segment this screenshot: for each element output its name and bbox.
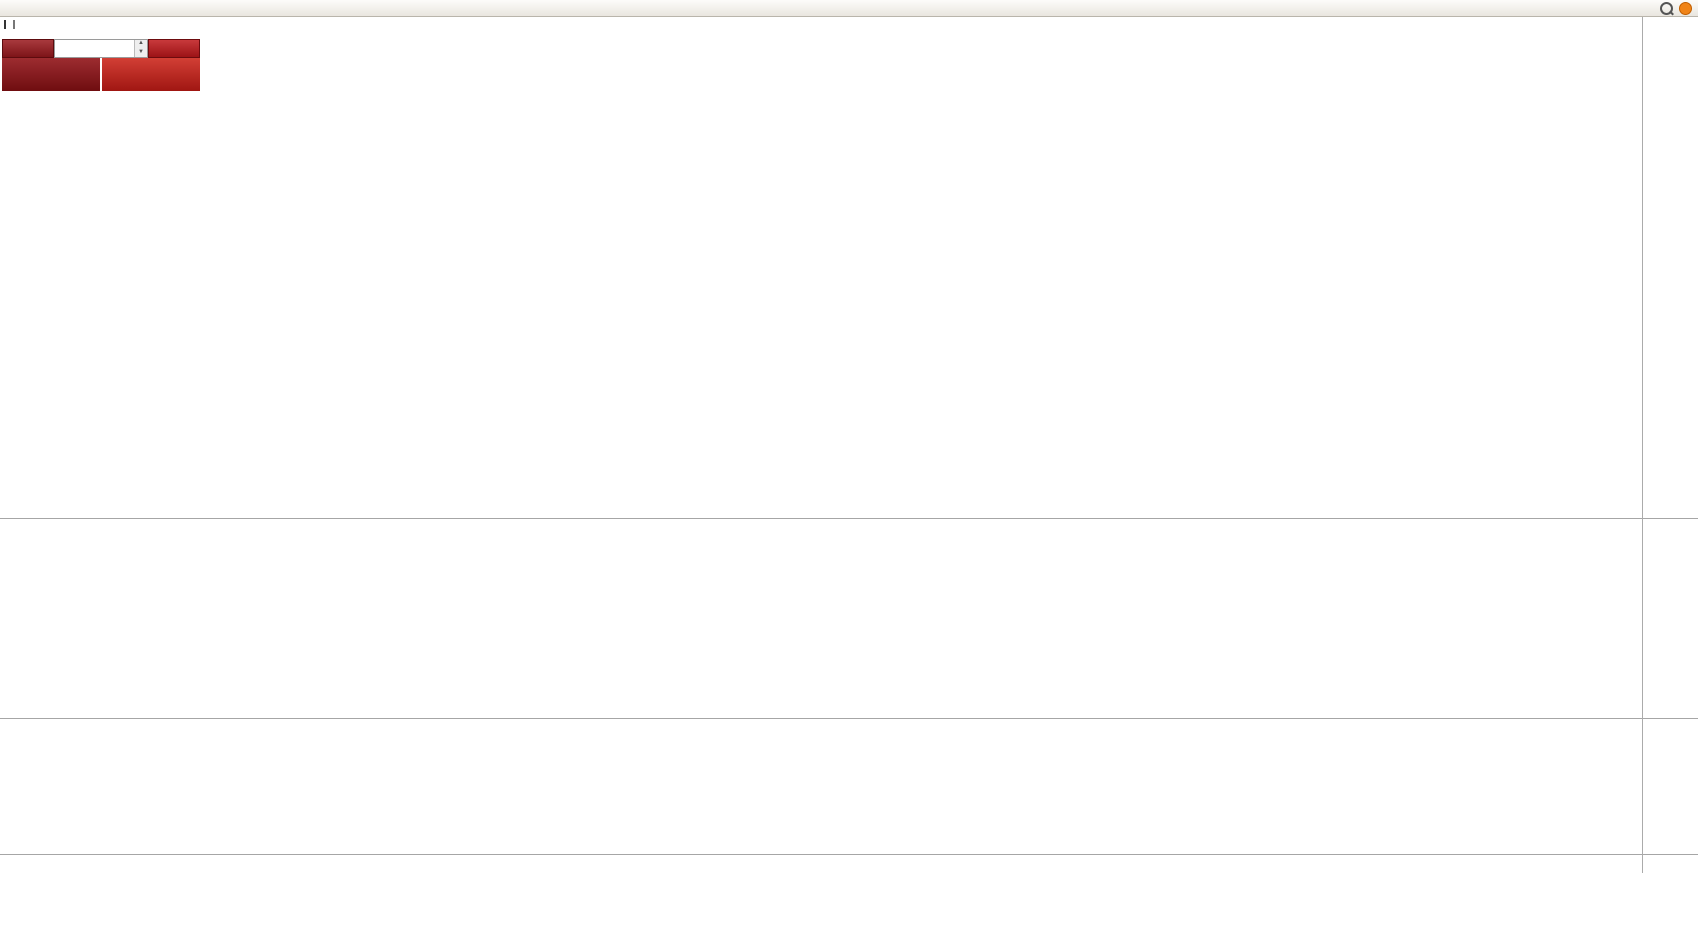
- rsi-panel[interactable]: [0, 719, 1642, 854]
- panel-separator: [0, 854, 1698, 855]
- axis-separator: [1642, 17, 1643, 873]
- buy-button[interactable]: [148, 39, 200, 58]
- rsi-axis: [1642, 719, 1698, 854]
- buy-price-display[interactable]: [102, 58, 200, 91]
- price-chart-panel[interactable]: ▲ ▼: [0, 17, 1642, 518]
- price-axis: [1642, 17, 1698, 518]
- sell-button[interactable]: [2, 39, 54, 58]
- search-icon[interactable]: [1660, 1, 1673, 15]
- one-click-trading-widget: ▲ ▼: [2, 39, 200, 91]
- panel-separator[interactable]: [0, 518, 1698, 519]
- notification-icon[interactable]: [1679, 1, 1692, 15]
- macd-axis: [1642, 519, 1698, 718]
- volume-input[interactable]: ▲ ▼: [54, 39, 148, 58]
- sell-price-display[interactable]: [2, 58, 100, 91]
- macd-panel[interactable]: [0, 519, 1642, 718]
- main-toolbar: [0, 0, 1698, 17]
- rsi-header: [4, 721, 8, 731]
- toolbar-right: [1660, 1, 1696, 15]
- volume-spinner: ▲ ▼: [134, 40, 147, 57]
- panel-separator[interactable]: [0, 718, 1698, 719]
- volume-increase-button[interactable]: ▲: [135, 40, 147, 49]
- chart-ohlc-header: [4, 20, 44, 32]
- candlestick-icon: [4, 20, 15, 29]
- time-axis[interactable]: [0, 855, 1642, 873]
- volume-decrease-button[interactable]: ▼: [135, 48, 147, 57]
- macd-header: [4, 521, 12, 531]
